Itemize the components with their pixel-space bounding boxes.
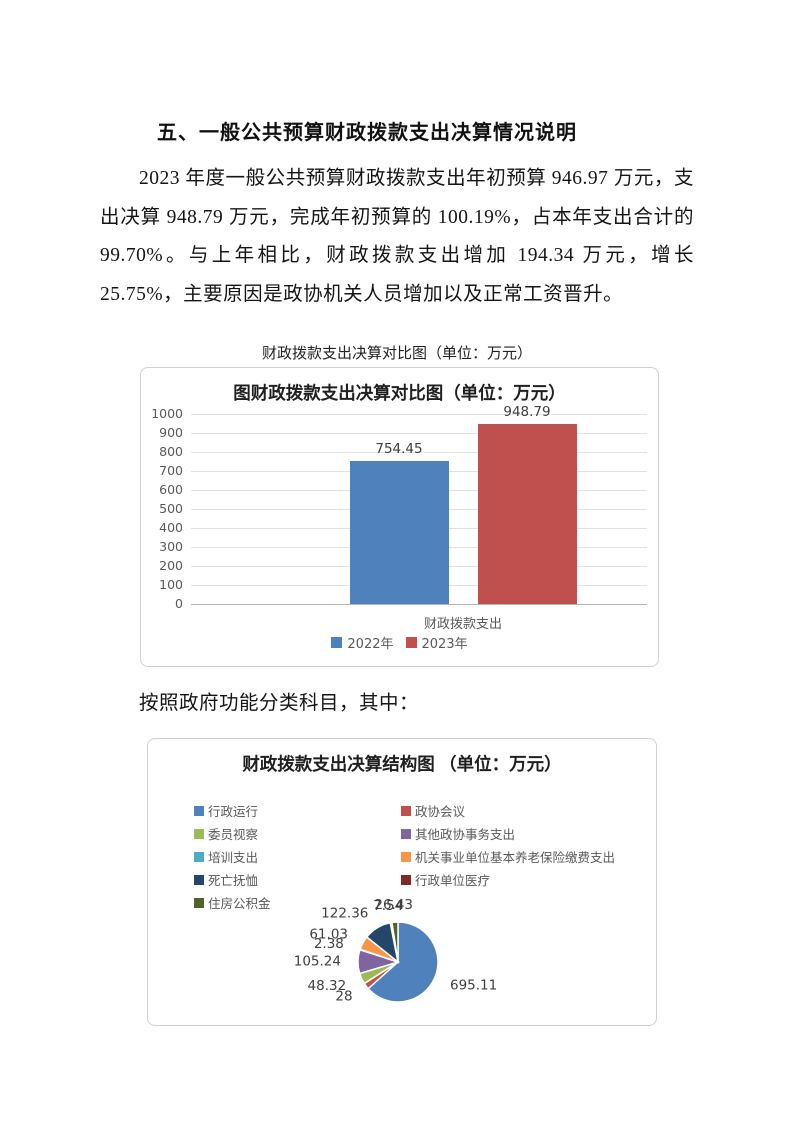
legend-swatch [194,897,204,908]
legend-label: 委员视察 [208,827,259,842]
pie-legend-item: 死亡抚恤 [194,870,401,889]
legend-label: 2023年 [421,637,468,652]
x-axis-category-label: 财政拨款支出 [423,617,502,632]
y-axis-tick-label: 300 [159,539,183,554]
y-axis-tick-label: 600 [159,482,183,497]
classification-paragraph: 按照政府功能分类科目，其中： [139,693,420,714]
bar-2022年 [349,460,449,604]
pie-chart-title: 财政拨款支出决算结构图 （单位：万元） [242,754,562,774]
bar-chart-plot-area: 0 100 200 300 400 500 600 700 800 900 1000 754.45 94… [141,368,658,666]
pie-data-label: 61.03 [309,927,348,943]
pie-legend-item: 行政运行 [194,801,401,820]
pie-data-label: 122.36 [321,905,368,921]
gridline [191,452,647,453]
legend-swatch [401,874,411,885]
y-axis-tick-label: 800 [159,444,183,459]
pie-chart-frame: 财政拨款支出决算结构图 （单位：万元） 行政运行 政协会议委员视察 其他政协事务支出… [147,738,657,1026]
legend-swatch [401,828,411,839]
pie-legend-item: 机关事业单位基本养老保险缴费支出 [401,847,615,866]
pie-data-label: 2.38 [314,936,344,952]
y-axis-tick-label: 700 [159,463,183,478]
legend-swatch [194,851,204,862]
legend-swatch [405,637,417,648]
pie-chart-plot-area: 695.11 28 48.32 105.24 2.38 61.03 122.36 7.54 26… [148,739,656,1025]
legend-label: 机关事业单位基本养老保险缴费支出 [415,850,616,865]
pie-legend-item: 住房公积金 [194,893,401,912]
legend-swatch [331,637,343,648]
bar-chart-frame: 图财政拨款支出决算对比图（单位：万元） 0 100 200 300 400 500 600 7… [140,367,659,667]
pie-legend-item: 行政单位医疗 [401,870,615,889]
legend-label: 培训支出 [208,850,259,865]
bar-chart-title: 图财政拨款支出决算对比图（单位：万元） [233,383,566,403]
section-heading: 五、一般公共预算财政拨款支出决算情况说明 [157,120,577,144]
bar-value-label: 754.45 [375,440,423,457]
body-paragraph: 2023 年度一般公共预算财政拨款支出年初预算 946.97 万元，支出决算 9… [100,168,694,305]
legend-item-2022年: 2022年 [331,633,394,652]
pie-slice-8 [391,921,399,963]
y-axis-tick-label: 500 [159,501,183,516]
legend-label: 2022年 [347,637,394,652]
pie-data-label: 28 [335,988,352,1004]
bar-2023年 [477,423,577,604]
y-axis-tick-label: 1000 [151,406,183,421]
legend-swatch [194,828,204,839]
y-axis-tick-label: 100 [159,577,183,592]
y-axis-tick-label: 0 [175,596,183,611]
pie-data-label: 26.43 [374,897,413,913]
legend-label: 其他政协事务支出 [415,827,516,842]
legend-swatch [401,851,411,862]
y-axis-tick-label: 400 [159,520,183,535]
x-axis-line [191,604,647,605]
y-axis-tick-label: 900 [159,425,183,440]
legend-label: 行政单位医疗 [415,873,491,888]
legend-swatch [194,874,204,885]
pie-legend-item: 其他政协事务支出 [401,824,615,843]
gridline [191,414,647,415]
legend-swatch [401,805,411,816]
legend-label: 死亡抚恤 [208,873,259,888]
legend-label: 住房公积金 [208,896,271,911]
legend-label: 政协会议 [415,804,466,819]
y-axis-tick-label: 200 [159,558,183,573]
gridline [191,433,647,434]
pie-legend-item: 培训支出 [194,847,401,866]
pie-data-label: 48.32 [308,978,347,994]
pie-data-label: 105.24 [294,953,341,969]
pie-slice-0 [367,921,439,1003]
pie-data-label: 7.54 [373,898,403,914]
pie-legend-item: 委员视察 [194,824,401,843]
pie-chart-legend: 行政运行 政协会议委员视察 其他政协事务支出培训支出 机关事业单位基本养老保险缴费支出… [194,801,615,912]
bar-value-label: 948.79 [503,403,551,420]
legend-label: 行政运行 [208,804,259,819]
bar-chart-caption: 财政拨款支出决算对比图（单位：万元） [261,346,532,362]
bar-chart-legend: 2022年 2023年 [141,633,658,652]
legend-swatch [194,805,204,816]
pie-legend-item: 政协会议 [401,801,615,820]
pie-data-label: 695.11 [450,977,497,993]
legend-item-2023年: 2023年 [405,633,468,652]
